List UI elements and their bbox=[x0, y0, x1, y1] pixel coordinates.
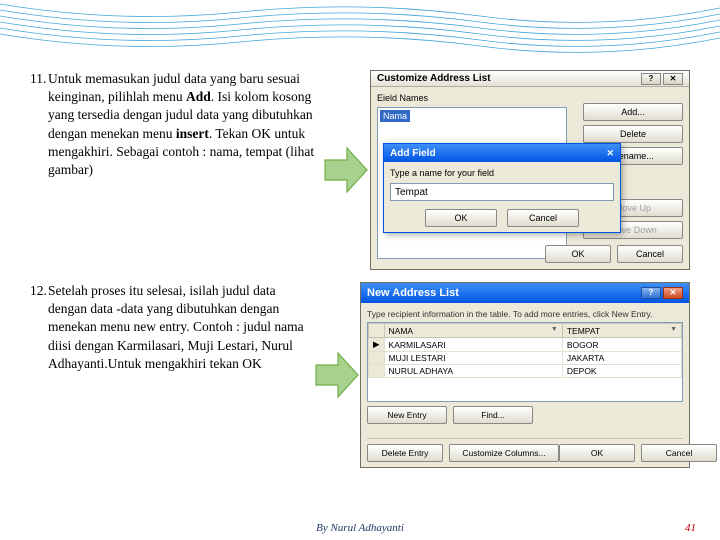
find-button[interactable]: Find... bbox=[453, 406, 533, 424]
footer-author: By Nurul Adhayanti bbox=[24, 522, 696, 534]
table-cell[interactable]: BOGOR bbox=[562, 338, 681, 352]
figure-12: New Address List ? ✕ Type recipient info… bbox=[360, 282, 690, 468]
right-arrow-icon bbox=[314, 345, 360, 405]
field-names-label: Eield Names bbox=[377, 93, 683, 103]
decorative-waves bbox=[0, 0, 720, 80]
column-header[interactable]: TEMPAT▼ bbox=[562, 324, 681, 338]
list-item[interactable]: Nama bbox=[380, 110, 410, 122]
table-cell[interactable]: JAKARTA bbox=[562, 352, 681, 365]
add-field-dialog: Add Field ✕ Type a name for your field O… bbox=[383, 143, 621, 233]
customize-address-list-dialog: Customize Address List ? ✕ Eield Names N… bbox=[370, 70, 690, 270]
right-arrow-icon bbox=[323, 140, 369, 200]
arrow-11 bbox=[322, 70, 371, 270]
page-number: 41 bbox=[685, 522, 696, 534]
help-button[interactable]: ? bbox=[641, 287, 661, 299]
footer: By Nurul Adhayanti 41 bbox=[0, 522, 720, 534]
cancel-button[interactable]: Cancel bbox=[617, 245, 683, 263]
figure-11: Customize Address List ? ✕ Eield Names N… bbox=[370, 70, 690, 270]
dialog-title: Customize Address List bbox=[377, 73, 491, 84]
table-cell[interactable]: KARMILASARI bbox=[384, 338, 562, 352]
table-cell[interactable]: DEPOK bbox=[562, 365, 681, 378]
dialog2-hint: Type recipient information in the table.… bbox=[367, 309, 683, 319]
dialog-titlebar: Customize Address List ? ✕ bbox=[371, 71, 689, 87]
table-row[interactable]: ▶KARMILASARIBOGOR bbox=[369, 338, 682, 352]
close-button[interactable]: ✕ bbox=[663, 73, 683, 85]
arrow-12 bbox=[313, 282, 360, 468]
close-button[interactable]: ✕ bbox=[663, 287, 683, 299]
dialog2-titlebar: New Address List ? ✕ bbox=[361, 283, 689, 303]
paragraph-11-text: Untuk memasukan judul data yang baru ses… bbox=[48, 71, 314, 177]
address-grid[interactable]: NAMA▼TEMPAT▼ ▶KARMILASARIBOGORMUJI LESTA… bbox=[367, 322, 683, 402]
delete-button[interactable]: Delete bbox=[583, 125, 683, 143]
table-row[interactable]: MUJI LESTARIJAKARTA bbox=[369, 352, 682, 365]
slide: 11. Untuk memasukan judul data yang baru… bbox=[0, 0, 720, 540]
add-field-prompt: Type a name for your field bbox=[390, 168, 614, 178]
delete-entry-button[interactable]: Delete Entry bbox=[367, 444, 443, 462]
help-button[interactable]: ? bbox=[641, 73, 661, 85]
add-field-titlebar: Add Field ✕ bbox=[384, 144, 620, 162]
paragraph-12: 12. Setelah proses itu selesai, isilah j… bbox=[30, 282, 313, 468]
add-field-title: Add Field bbox=[390, 148, 436, 159]
add-button[interactable]: Add... bbox=[583, 103, 683, 121]
paragraph-11: 11. Untuk memasukan judul data yang baru… bbox=[30, 70, 322, 270]
table-cell[interactable]: MUJI LESTARI bbox=[384, 352, 562, 365]
field-name-input[interactable] bbox=[390, 183, 614, 201]
table-cell[interactable]: NURUL ADHAYA bbox=[384, 365, 562, 378]
ok-button[interactable]: OK bbox=[559, 444, 635, 462]
row-11: 11. Untuk memasukan judul data yang baru… bbox=[30, 70, 690, 270]
row-12: 12. Setelah proses itu selesai, isilah j… bbox=[30, 282, 690, 468]
cancel-button[interactable]: Cancel bbox=[641, 444, 717, 462]
list-number-12: 12. bbox=[30, 282, 48, 300]
dialog2-title: New Address List bbox=[367, 287, 459, 299]
ok-button[interactable]: OK bbox=[545, 245, 611, 263]
column-header[interactable]: NAMA▼ bbox=[384, 324, 562, 338]
paragraph-12-text: Setelah proses itu selesai, isilah judul… bbox=[48, 283, 304, 371]
new-address-list-dialog: New Address List ? ✕ Type recipient info… bbox=[360, 282, 690, 468]
table-row[interactable]: NURUL ADHAYADEPOK bbox=[369, 365, 682, 378]
close-icon[interactable]: ✕ bbox=[606, 148, 614, 159]
add-field-ok-button[interactable]: OK bbox=[425, 209, 497, 227]
add-field-cancel-button[interactable]: Cancel bbox=[507, 209, 579, 227]
new-entry-button[interactable]: New Entry bbox=[367, 406, 447, 424]
list-number-11: 11. bbox=[30, 70, 48, 88]
customize-columns-button[interactable]: Customize Columns... bbox=[449, 444, 559, 462]
